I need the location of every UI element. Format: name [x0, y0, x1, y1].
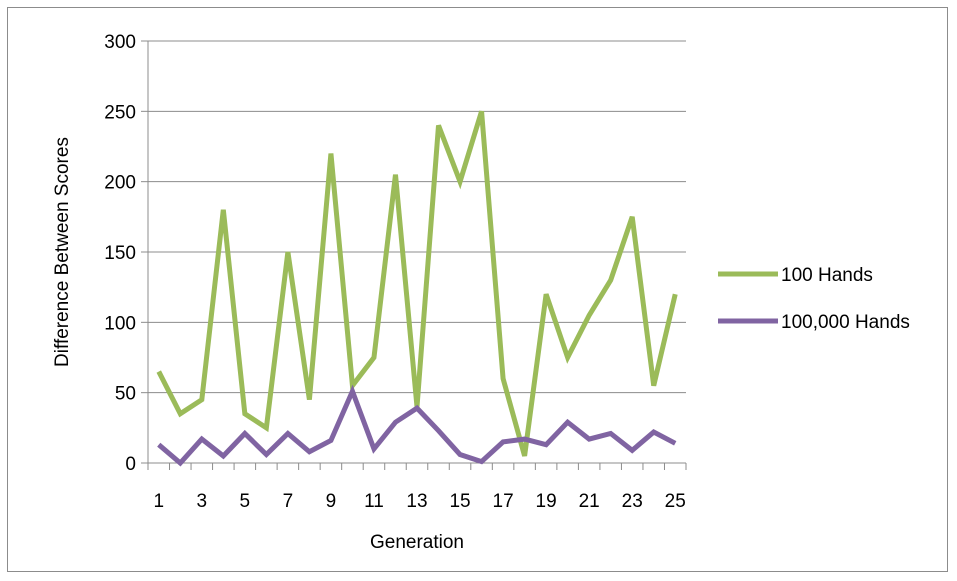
x-tick-label: 7: [283, 491, 294, 512]
x-tick-label: 17: [493, 491, 514, 512]
y-tick-label: 0: [125, 454, 136, 475]
y-tick-label: 150: [104, 243, 136, 264]
x-tick-label: 25: [665, 491, 686, 512]
legend-label: 100 Hands: [781, 265, 873, 286]
y-tick-label: 100: [104, 313, 136, 334]
x-tick-label: 11: [364, 491, 384, 512]
gridlines: [148, 40, 686, 394]
chart-frame: [7, 7, 948, 572]
series-lines: [156, 110, 678, 467]
x-tick-label: 5: [240, 491, 251, 512]
x-axis-title: Generation: [370, 532, 464, 553]
x-tick-label: 3: [197, 491, 208, 512]
legend: 100 Hands 100,000 Hands: [718, 265, 910, 333]
x-tick-label: 1: [153, 491, 164, 512]
y-axis-title: Difference Between Scores: [52, 137, 73, 367]
y-tick-label: 200: [104, 173, 136, 194]
series-line-0: [156, 110, 678, 457]
x-tick-label: 13: [406, 491, 427, 512]
x-tick-label: 19: [536, 491, 557, 512]
y-tick-label: 250: [104, 102, 136, 123]
y-tick-label: 300: [104, 32, 136, 53]
x-tick-label: 15: [449, 491, 470, 512]
x-tick-label: 9: [326, 491, 337, 512]
y-tick-label: 50: [115, 384, 136, 405]
x-tick-label: 23: [622, 491, 643, 512]
legend-label: 100,000 Hands: [781, 312, 910, 333]
x-tick-label: 21: [579, 491, 600, 512]
